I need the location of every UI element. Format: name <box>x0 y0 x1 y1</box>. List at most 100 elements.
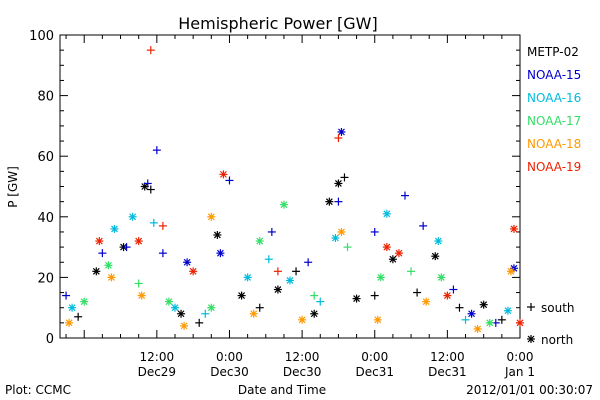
data-point <box>443 291 452 300</box>
x-tick-date-label: Jan 1 <box>504 365 535 379</box>
y-tick-label: 20 <box>37 271 54 286</box>
x-axis-label: Date and Time <box>238 383 326 397</box>
x-tick-date-label: Dec30 <box>210 365 249 379</box>
y-tick-label: 100 <box>29 29 54 44</box>
data-point <box>497 315 506 324</box>
x-tick-label: 0:00 <box>361 350 388 364</box>
legend-entry: NOAA-19 <box>527 160 581 174</box>
footer-right: 2012/01/01 00:30:07 <box>466 383 593 397</box>
data-point <box>180 321 189 330</box>
data-point <box>189 267 198 276</box>
x-tick-label: 0:00 <box>216 350 243 364</box>
data-point <box>255 237 264 246</box>
data-point <box>243 273 252 282</box>
x-tick-label: 0:00 <box>507 350 534 364</box>
data-point <box>286 276 294 285</box>
data-point <box>152 146 161 155</box>
data-point <box>171 303 179 312</box>
data-point <box>216 249 225 258</box>
data-point <box>370 291 379 300</box>
data-point <box>65 318 74 327</box>
data-point <box>207 212 216 221</box>
data-point <box>219 170 228 179</box>
legend-entry: METP-02 <box>527 45 579 59</box>
legend-marker-label: north <box>541 333 573 347</box>
data-point <box>334 179 343 188</box>
data-point <box>80 297 89 306</box>
data-point <box>134 279 143 288</box>
data-point <box>146 46 155 55</box>
x-tick-date-label: Dec30 <box>283 365 322 379</box>
data-point <box>107 273 116 282</box>
y-tick-label: 0 <box>46 332 54 347</box>
data-point <box>503 306 512 315</box>
data-point <box>337 227 346 236</box>
data-point <box>506 267 515 276</box>
legend-entry: NOAA-16 <box>527 91 581 105</box>
data-point <box>373 315 382 324</box>
data-point <box>485 318 494 327</box>
legend-marker-label: south <box>541 301 575 315</box>
y-tick-label: 80 <box>37 90 54 105</box>
legend-marker <box>527 303 535 311</box>
data-point <box>279 200 288 209</box>
data-point <box>267 227 276 236</box>
data-point <box>325 197 334 206</box>
data-point <box>292 267 301 276</box>
data-points <box>62 46 524 333</box>
data-point <box>264 255 273 264</box>
data-point <box>334 197 343 206</box>
data-point <box>431 252 440 261</box>
data-point <box>382 243 391 252</box>
data-point <box>74 312 83 321</box>
chart-title: Hemispheric Power [GW] <box>178 14 377 33</box>
data-point <box>337 127 346 136</box>
x-tick-label: 12:00 <box>430 350 465 364</box>
data-point <box>509 224 518 233</box>
data-point <box>249 309 258 318</box>
data-point <box>122 243 131 252</box>
data-point <box>316 297 325 306</box>
data-point <box>146 185 155 194</box>
data-point <box>479 300 488 309</box>
data-point <box>304 258 313 267</box>
y-tick-label: 60 <box>37 150 54 165</box>
data-point <box>334 134 343 143</box>
data-point <box>461 315 470 324</box>
data-point <box>331 234 340 243</box>
data-point <box>449 285 458 294</box>
data-point <box>62 291 71 300</box>
legend-entry: NOAA-18 <box>527 137 581 151</box>
x-tick-label: 12:00 <box>285 350 320 364</box>
x-tick-label: 12:00 <box>140 350 175 364</box>
data-point <box>183 258 192 267</box>
x-tick-date-label: Dec31 <box>428 365 467 379</box>
data-point <box>340 173 349 182</box>
data-point <box>394 249 403 258</box>
y-axis: 0 20 40 60 80 100 <box>29 29 520 347</box>
data-point <box>401 191 409 200</box>
data-point <box>352 294 361 303</box>
data-point <box>467 309 476 318</box>
data-point <box>516 318 524 327</box>
data-point <box>195 318 204 327</box>
data-point <box>213 230 222 239</box>
y-axis-label: P [GW] <box>6 166 20 208</box>
data-point <box>134 237 143 246</box>
data-point <box>343 243 352 252</box>
data-point <box>370 227 379 236</box>
data-point <box>98 249 107 258</box>
data-point <box>225 176 234 185</box>
data-point <box>255 303 264 312</box>
data-point <box>158 249 167 258</box>
data-point <box>201 309 210 318</box>
data-point <box>455 303 464 312</box>
data-point <box>422 297 431 306</box>
footer-left: Plot: CCMC <box>5 383 71 397</box>
legend: METP-02 NOAA-15 NOAA-16 NOAA-17 NOAA-18 NOAA-… <box>527 45 581 347</box>
data-point <box>376 273 385 282</box>
data-point <box>419 221 428 230</box>
x-axis: 12:00Dec290:00Dec3012:00Dec300:00Dec3112… <box>65 35 535 379</box>
data-point <box>110 224 119 233</box>
